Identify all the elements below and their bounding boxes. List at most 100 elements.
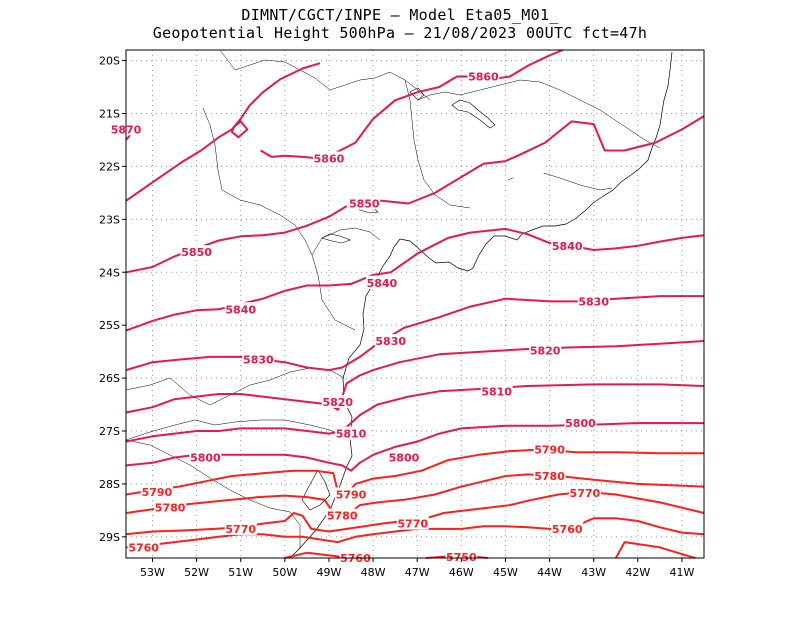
contour-label-bg <box>396 516 429 530</box>
contour-5860 <box>359 115 705 205</box>
contour-label-5830: 5830 <box>375 335 406 348</box>
x-tick-label: 48W <box>361 566 386 579</box>
chart-title-line-2: Geopotential Height 500hPa – 21/08/2023 … <box>152 24 648 42</box>
y-tick-label: 25S <box>99 319 120 332</box>
contour-label-bg <box>321 394 354 408</box>
contour-label-5830: 5830 <box>243 354 274 367</box>
x-tick-label: 51W <box>228 566 253 579</box>
y-tick-label: 23S <box>99 213 120 226</box>
contour-5830 <box>125 295 704 372</box>
reservoir-1 <box>451 99 496 129</box>
contour-label-bg <box>533 442 566 456</box>
x-tick-label: 53W <box>140 566 165 579</box>
contour-label-bg <box>335 426 368 440</box>
x-tick-label: 50W <box>272 566 297 579</box>
contour-label-bg <box>551 521 584 535</box>
contour-label-bg <box>445 549 478 563</box>
y-axis-ticks: 20S 21S 22S 23S 24S 25S 26S 27S 28S 29S <box>99 55 126 544</box>
contour-label-bg <box>335 487 368 501</box>
plot-frame <box>125 49 705 559</box>
contour-label-5820: 5820 <box>530 345 561 358</box>
contour-label-5810: 5810 <box>336 428 367 441</box>
contour-label-5850: 5850 <box>349 197 380 210</box>
contour-label-5840: 5840 <box>367 277 398 290</box>
chart-title-line-1: DIMNT/CGCT/INPE – Model Eta05_M01_ <box>241 6 559 24</box>
x-tick-label: 43W <box>581 566 606 579</box>
state-border-4 <box>219 49 431 101</box>
contour-label-5850: 5850 <box>181 246 212 259</box>
coastline-south <box>289 238 401 559</box>
y-tick-label: 28S <box>99 478 120 491</box>
contour-label-5860: 5860 <box>468 70 499 83</box>
contour-label-5810: 5810 <box>481 385 512 398</box>
contour-5860 <box>125 62 321 202</box>
contour-label-bg <box>224 521 257 535</box>
state-border-1 <box>125 367 345 406</box>
y-tick-label: 22S <box>99 160 120 173</box>
y-tick-label: 26S <box>99 372 120 385</box>
y-tick-label: 20S <box>99 55 120 68</box>
contour-label-bg <box>312 151 345 165</box>
state-border-7 <box>417 79 661 149</box>
contour-label-5860: 5860 <box>314 152 345 165</box>
contour-label-5800: 5800 <box>389 451 420 464</box>
contour-label-5800: 5800 <box>190 451 221 464</box>
contour-label-5780: 5780 <box>534 470 565 483</box>
contour-label-bg <box>154 500 187 514</box>
contour-labels: 5870586058605850585058405840584058305830… <box>110 69 610 565</box>
x-tick-label: 47W <box>405 566 430 579</box>
contour-label-bg <box>242 352 275 366</box>
x-tick-label: 42W <box>625 566 650 579</box>
contour-label-bg <box>365 275 398 289</box>
contour-label-bg <box>533 468 566 482</box>
contour-5810 <box>125 383 705 443</box>
contour-5820 <box>125 340 705 414</box>
contour-label-bg <box>180 245 213 259</box>
reservoir-3 <box>321 233 351 244</box>
contour-label-5830: 5830 <box>578 295 609 308</box>
state-border-6 <box>311 227 381 256</box>
contour-label-5790: 5790 <box>534 444 565 457</box>
contour-label-bg <box>189 450 222 464</box>
contour-label-bg <box>551 238 584 252</box>
contour-label-5840: 5840 <box>552 240 583 253</box>
contour-label-5760: 5760 <box>128 541 159 554</box>
contour-label-bg <box>564 416 597 430</box>
coastline <box>399 51 673 272</box>
x-tick-label: 44W <box>537 566 562 579</box>
contour-label-5770: 5770 <box>570 487 601 500</box>
contour-label-5770: 5770 <box>225 523 256 536</box>
contour-label-5790: 5790 <box>142 486 173 499</box>
contour-label-5820: 5820 <box>322 396 353 409</box>
x-tick-label: 45W <box>493 566 518 579</box>
x-tick-label: 52W <box>184 566 209 579</box>
contour-label-bg <box>140 484 173 498</box>
state-border-2 <box>125 419 351 441</box>
contour-label-bg <box>480 384 513 398</box>
contour-label-bg <box>529 343 562 357</box>
contour-label-bg <box>326 508 359 522</box>
contour-label-bg <box>127 540 160 554</box>
state-border-9 <box>404 79 471 209</box>
y-tick-label: 24S <box>99 266 120 279</box>
contour-label-5780: 5780 <box>155 502 186 515</box>
contour-label-bg <box>387 450 420 464</box>
contour-label-bg <box>348 196 381 210</box>
contour-5860 <box>260 49 564 160</box>
state-border-5 <box>202 107 356 331</box>
contour-label-5760: 5760 <box>552 523 583 536</box>
contour-label-5750: 5750 <box>446 551 477 564</box>
contour-label-bg <box>511 164 544 178</box>
contour-label-5790: 5790 <box>336 489 367 502</box>
contour-label-5770: 5770 <box>397 518 428 531</box>
reservoir-4 <box>409 87 425 101</box>
y-tick-label: 27S <box>99 425 120 438</box>
y-tick-label: 29S <box>99 531 120 544</box>
contour-5850 <box>125 205 348 274</box>
x-axis-ticks: 53W 52W 51W 50W 49W 48W 47W 46W 45W 44W 43W 42W 41W <box>140 558 694 579</box>
contour-label-bg <box>568 485 601 499</box>
contour-label-5840: 5840 <box>225 303 256 316</box>
contour-label-bg <box>467 69 500 83</box>
x-tick-label: 46W <box>449 566 474 579</box>
